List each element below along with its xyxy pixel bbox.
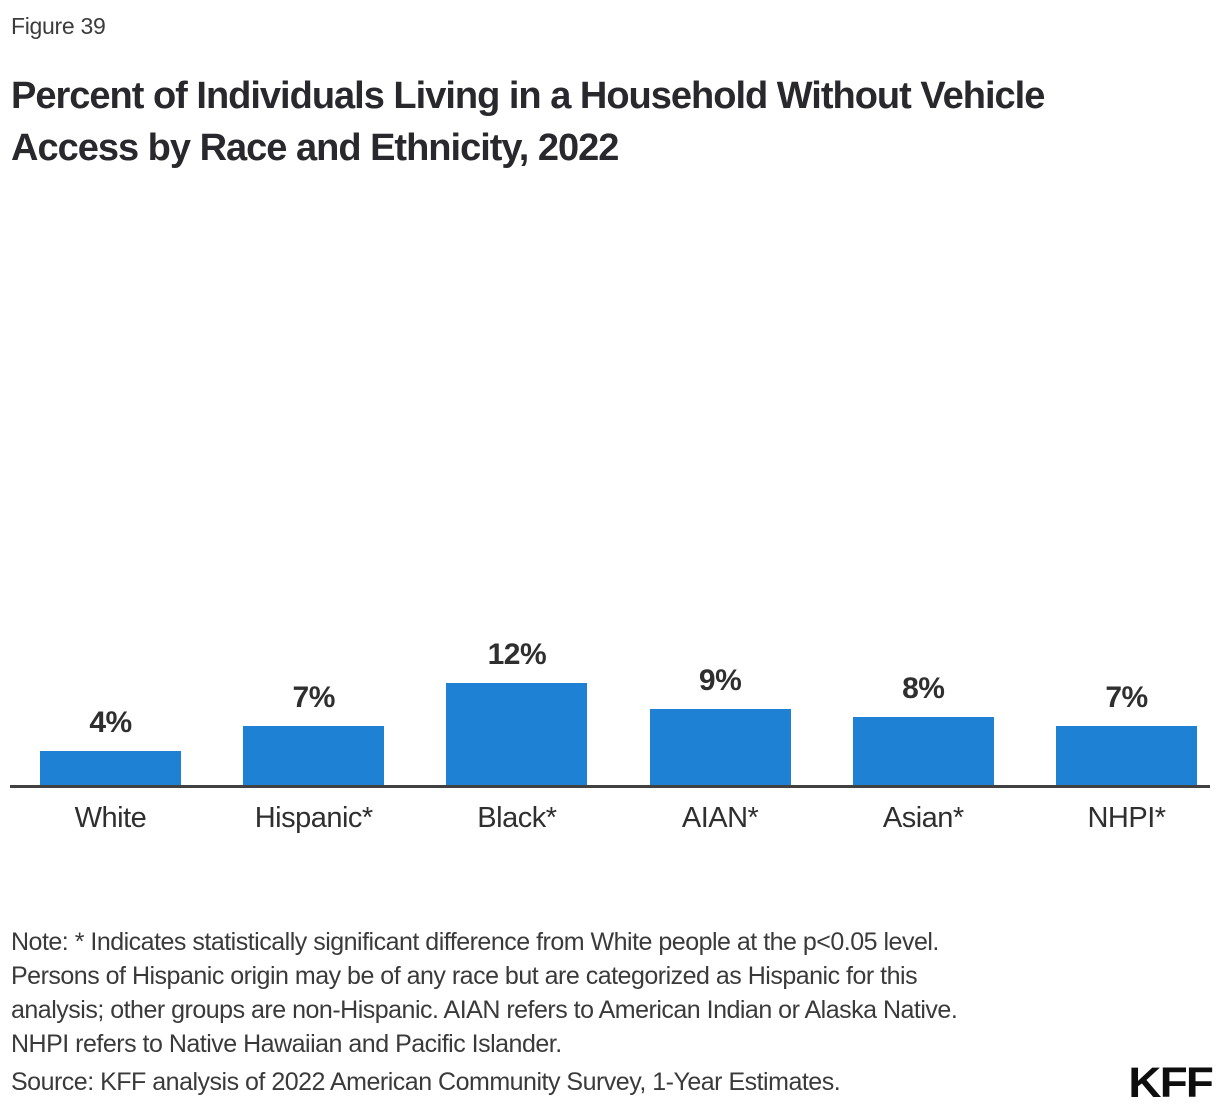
bar-black [446, 683, 588, 785]
note-text: Note: * Indicates statistically signific… [11, 925, 958, 1061]
x-axis-line [10, 785, 1210, 788]
bar-group: 9% AIAN* [649, 0, 791, 850]
chart-title: Percent of Individuals Living in a House… [11, 70, 1045, 174]
bar-value-label: 7% [1105, 680, 1148, 714]
category-label: Asian* [882, 802, 964, 834]
chart-title-line-2: Access by Race and Ethnicity, 2022 [11, 127, 619, 169]
bar-white [40, 751, 181, 785]
bar-value-label: 12% [487, 638, 547, 671]
category-label: Hispanic* [254, 802, 374, 834]
figure-number-label: Figure 39 [11, 13, 106, 39]
bar-asian [852, 717, 994, 785]
category-label: AIAN* [681, 802, 759, 834]
category-label: White [74, 802, 147, 834]
bar-value-label: 4% [89, 706, 132, 739]
note-line: analysis; other groups are non-Hispanic.… [11, 996, 958, 1024]
bar-value-label: 9% [698, 663, 742, 697]
bar-aian [649, 708, 791, 785]
category-label: Black* [477, 802, 557, 834]
bar-group: 4% White [40, 0, 181, 850]
bar-value-label: 8% [902, 672, 945, 705]
bar-group: 7% Hispanic* [243, 0, 385, 850]
note-line: Note: * Indicates statistically signific… [11, 928, 939, 956]
bar-group: 7% NHPI* [1056, 0, 1197, 850]
bar-value-label: 7% [292, 680, 336, 714]
bar-group: 12% Black* [446, 0, 588, 850]
source-text: Source: KFF analysis of 2022 American Co… [11, 1068, 841, 1096]
chart-title-line-1: Percent of Individuals Living in a House… [11, 75, 1045, 117]
bar-nhpi [1056, 725, 1197, 785]
note-line: Persons of Hispanic origin may be of any… [11, 962, 918, 990]
bar-hispanic [243, 725, 385, 785]
bar-group: 8% Asian* [852, 0, 994, 850]
kff-logo: KFF [1128, 1059, 1213, 1107]
category-label: NHPI* [1087, 802, 1166, 834]
note-line: NHPI refers to Native Hawaiian and Pacif… [11, 1030, 562, 1058]
